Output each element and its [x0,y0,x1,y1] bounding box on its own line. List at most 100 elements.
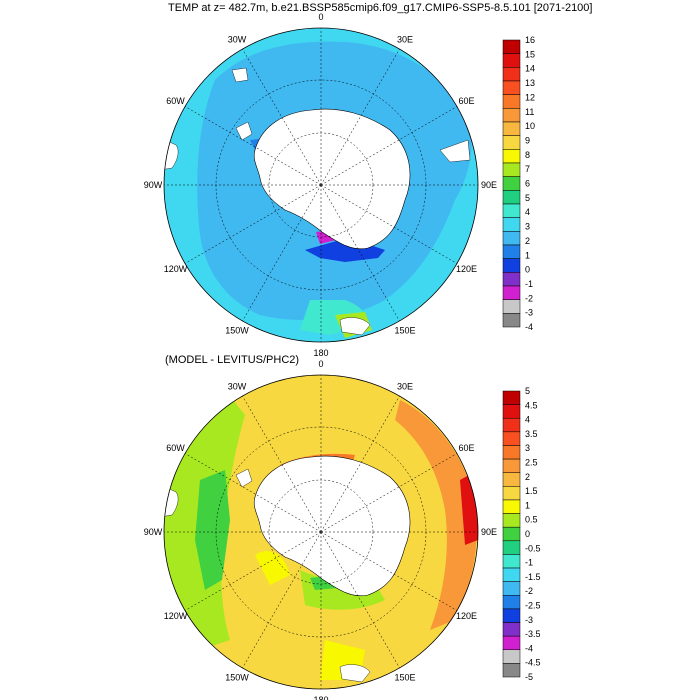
colorbar-label: 10 [525,121,535,131]
colorbar-label: 4 [525,415,530,425]
colorbar-label: 2 [525,472,530,482]
bottom-lon-label: 120W [164,611,188,621]
colorbar-label: 0 [525,265,530,275]
colorbar-label: -4 [525,322,533,332]
top-island-land-east [439,139,471,163]
colorbar-swatch [502,622,521,637]
top-map-title: TEMP at z= 482.7m, b.e21.BSSP585cmip6.f0… [168,2,593,14]
colorbar-label: -2.5 [525,601,541,611]
top-lon-label: 150E [394,325,415,335]
colorbar-swatch [502,540,521,555]
colorbar-swatch [502,635,521,651]
colorbar-label: 2 [525,236,530,246]
bottom-peninsula-land [235,468,253,488]
bottom-lon-label: 30W [228,382,247,392]
top-lon-label: 180 [313,348,328,358]
colorbar-label: 6 [525,179,530,189]
top-lon-label: 60E [458,96,474,106]
colorbar-swatch [502,231,521,246]
bottom-graticule [164,375,478,689]
colorbar-swatch [502,217,521,232]
colorbar-swatch [502,445,521,460]
bottom-lon-label: 30E [397,382,413,392]
colorbar-label: 1 [525,500,530,510]
colorbar-swatch [502,663,521,678]
colorbar-swatch [502,67,521,82]
colorbar-label: 3.5 [525,429,538,439]
colorbar-label: 4 [525,207,530,217]
colorbar-swatch [502,39,521,54]
colorbar-label: -3.5 [525,629,541,639]
colorbar-swatch [502,526,521,542]
top-lon-label: 60W [166,96,185,106]
colorbar-label: -0.5 [525,543,541,553]
colorbar-swatch [502,135,521,150]
top-peninsula-land [235,121,253,141]
colorbar-swatch [502,108,521,123]
bottom-map: 0 30E 60E 90E 120E 150E 180 150W 120W 90W 60W 30W [144,359,497,700]
bottom-lon-label: 150E [394,672,415,682]
bottom-lon-label: 60E [458,443,474,453]
colorbar-label: -4.5 [525,658,541,668]
colorbar-swatch [502,299,521,314]
colorbar-swatch [502,176,521,191]
bottom-field-yellow-patch [255,551,290,585]
colorbar-label: 9 [525,135,530,145]
colorbar-swatch [502,472,521,487]
colorbar-swatch [502,390,521,405]
colorbar-swatch [502,203,521,218]
bottom-map-title: (MODEL - LEVITUS/PHC2) [165,354,300,366]
colorbar-label: -1 [525,279,533,289]
colorbar-label: -1 [525,558,533,568]
bottom-lon-label: 150W [225,672,249,682]
colorbar-label: 12 [525,92,535,102]
colorbar-label: 11 [525,107,534,117]
top-lon-label: 120E [456,264,477,274]
colorbar-label: 4.5 [525,400,538,410]
colorbar-swatch [502,486,521,501]
colorbar-label: 1 [525,250,530,260]
colorbar-label: 7 [525,164,530,174]
colorbar-label: 5 [525,193,530,203]
colorbar-label: 1.5 [525,486,538,496]
colorbar-swatch [502,121,521,136]
top-lon-label: 30W [228,35,247,45]
colorbar-label: 8 [525,150,530,160]
colorbar-label: 5 [525,386,530,396]
top-island-land [231,67,249,83]
colorbar-swatch [502,285,521,300]
bottom-new-zealand-land [339,664,371,683]
bottom-colorbar: 5 4.5 4 3.5 3 2.5 2 1.5 1 0.5 0 -0.5 -1 -1.5 -2 -2.5 -3 -… [502,386,541,682]
bottom-lon-label: 90W [144,527,163,537]
top-lon-label: 150W [225,325,249,335]
colorbar-label: -2 [525,586,533,596]
colorbar-swatch [502,162,521,177]
colorbar-swatch [502,513,521,528]
colorbar-swatch [502,458,521,473]
colorbar-label: 0.5 [525,515,538,525]
colorbar-label: 3 [525,443,530,453]
colorbar-swatch [502,554,521,569]
top-lon-label: 120W [164,264,188,274]
colorbar-label: 3 [525,222,530,232]
top-lon-label: 90E [481,180,497,190]
colorbar-label: 16 [525,35,535,45]
colorbar-swatch [502,649,521,664]
colorbar-swatch [502,595,521,610]
top-map-border [163,27,479,343]
colorbar-label: -3 [525,615,533,625]
bottom-lon-label: 0 [318,359,323,369]
colorbar-swatch [502,581,521,596]
colorbar-swatch [502,431,521,446]
bottom-lon-label: 60W [166,443,185,453]
colorbar-swatch [502,499,521,514]
colorbar-swatch [502,53,521,68]
bottom-lon-label: 90E [481,527,497,537]
colorbar-swatch [502,272,521,287]
colorbar-label: 0 [525,529,530,539]
colorbar-label: 14 [525,64,535,74]
top-lon-label: 90W [144,180,163,190]
colorbar-swatch [502,417,521,433]
